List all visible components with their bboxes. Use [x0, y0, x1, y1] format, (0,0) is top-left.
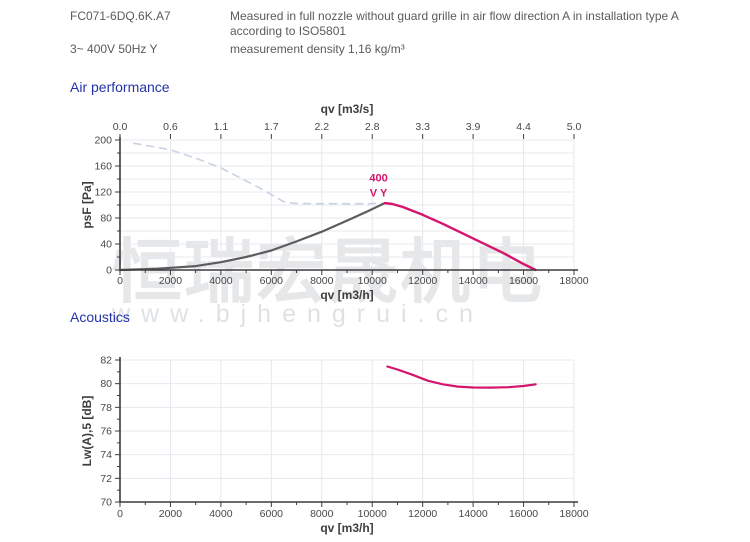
svg-text:74: 74 [100, 449, 112, 461]
measurement-note: Measured in full nozzle without guard gr… [230, 9, 679, 38]
svg-text:qv [m3/h]: qv [m3/h] [320, 521, 373, 535]
tick-labels: 0 2000 4000 6000 8000 10000 12000 14000 16000 180… [94, 121, 588, 287]
svg-text:80: 80 [100, 213, 112, 225]
svg-text:200: 200 [94, 135, 112, 147]
svg-text:160: 160 [94, 161, 112, 173]
section-title-air-performance: Air performance [70, 79, 170, 95]
svg-text:4000: 4000 [209, 508, 233, 520]
svg-text:0: 0 [117, 508, 123, 520]
svg-text:V Y: V Y [370, 188, 388, 200]
svg-text:Lw(A),5 [dB]: Lw(A),5 [dB] [80, 396, 94, 467]
density-note: measurement density 1,16 kg/m³ [230, 42, 405, 56]
svg-text:18000: 18000 [559, 508, 588, 520]
svg-text:76: 76 [100, 426, 112, 438]
system-resistance-curve [118, 202, 386, 272]
svg-text:14000: 14000 [459, 508, 488, 520]
svg-text:8000: 8000 [310, 275, 334, 287]
axis-labels: qv [m3/h] qv [m3/s] psF [Pa] [80, 102, 374, 302]
svg-text:120: 120 [94, 187, 112, 199]
voltage-annotation: 400 V Y [369, 173, 388, 200]
svg-text:8000: 8000 [310, 508, 334, 520]
acoustics-chart: 0 2000 4000 6000 8000 10000 12000 14000 16000 180… [80, 355, 589, 536]
svg-text:0.6: 0.6 [163, 121, 178, 133]
gridlines [120, 139, 575, 270]
svg-text:80: 80 [100, 378, 112, 390]
svg-text:qv [m3/s]: qv [m3/s] [321, 102, 374, 116]
tick-marks [115, 134, 575, 275]
fan-curve-400V [383, 201, 537, 272]
svg-text:6000: 6000 [260, 508, 284, 520]
watermark-cjk: 恒瑞宏晟机电 [112, 233, 544, 311]
svg-text:4.4: 4.4 [516, 121, 531, 133]
svg-text:psF [Pa]: psF [Pa] [80, 181, 94, 228]
svg-text:2000: 2000 [159, 275, 183, 287]
model-code: FC071-6DQ.6K.A7 [70, 9, 171, 23]
svg-text:0: 0 [106, 265, 112, 277]
svg-text:3.3: 3.3 [415, 121, 430, 133]
gridlines [120, 359, 575, 502]
svg-text:6000: 6000 [260, 275, 284, 287]
svg-text:3.9: 3.9 [466, 121, 481, 133]
svg-text:0.0: 0.0 [113, 121, 128, 133]
svg-text:16000: 16000 [509, 275, 538, 287]
svg-text:2.8: 2.8 [365, 121, 380, 133]
svg-text:12000: 12000 [408, 275, 437, 287]
voltage-spec: 3~ 400V 50Hz Y [70, 42, 158, 56]
svg-text:78: 78 [100, 402, 112, 414]
svg-text:1.7: 1.7 [264, 121, 279, 133]
axes [119, 357, 578, 503]
svg-text:18000: 18000 [559, 275, 588, 287]
svg-text:10000: 10000 [358, 508, 387, 520]
section-title-acoustics: Acoustics [70, 309, 130, 325]
svg-text:2.2: 2.2 [314, 121, 329, 133]
svg-text:4000: 4000 [209, 275, 233, 287]
svg-text:1.1: 1.1 [214, 121, 229, 133]
tick-labels: 0 2000 4000 6000 8000 10000 12000 14000 16000 180… [100, 355, 588, 521]
svg-text:qv [m3/h]: qv [m3/h] [320, 288, 373, 302]
svg-text:40: 40 [100, 239, 112, 251]
svg-text:0: 0 [117, 275, 123, 287]
svg-text:10000: 10000 [358, 275, 387, 287]
svg-text:5.0: 5.0 [567, 121, 582, 133]
svg-text:16000: 16000 [509, 508, 538, 520]
watermark-url: www.bjhengrui.cn [112, 300, 484, 328]
pressure-limit-curve [133, 142, 384, 205]
svg-text:14000: 14000 [459, 275, 488, 287]
svg-text:400: 400 [369, 173, 387, 185]
axis-labels: qv [m3/h] Lw(A),5 [dB] [80, 396, 374, 535]
svg-text:2000: 2000 [159, 508, 183, 520]
svg-text:12000: 12000 [408, 508, 437, 520]
sound-power-curve [386, 365, 537, 389]
svg-text:82: 82 [100, 355, 112, 367]
air-performance-chart: 0 2000 4000 6000 8000 10000 12000 14000 16000 180… [80, 102, 589, 302]
svg-text:72: 72 [100, 473, 112, 485]
tick-marks [115, 359, 575, 507]
svg-text:70: 70 [100, 497, 112, 509]
